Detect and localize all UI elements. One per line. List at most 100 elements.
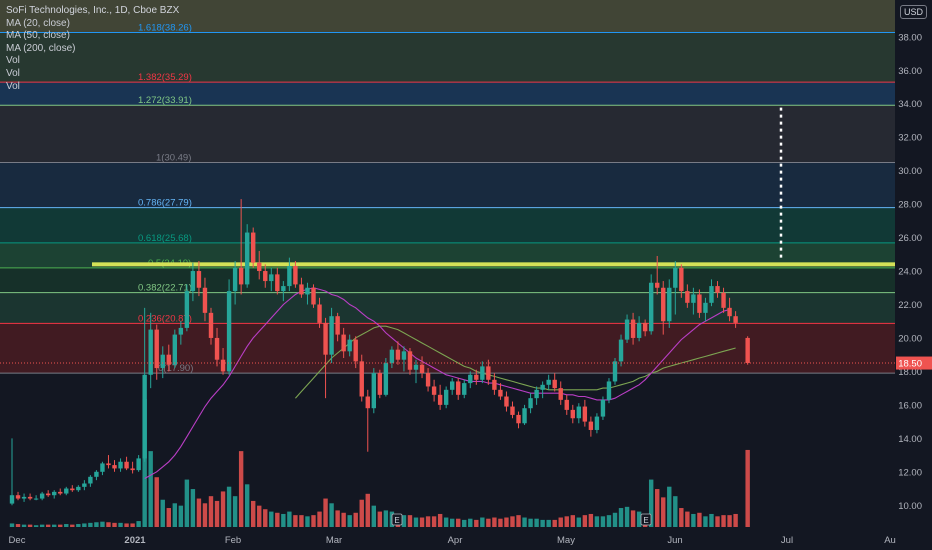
candle-body [667, 287, 672, 322]
candle [118, 458, 123, 472]
volume-bar [600, 516, 606, 527]
price-tick-label: 24.00 [898, 267, 922, 278]
candle-body [371, 373, 376, 409]
candle [220, 347, 226, 375]
candle-body [257, 262, 262, 272]
candle-body [504, 396, 509, 407]
volume-bar [727, 515, 732, 527]
volume-bar [15, 524, 21, 527]
indicator-vol-label[interactable]: Vol [6, 67, 20, 79]
candle-body [685, 291, 690, 303]
volume-bar [606, 515, 612, 527]
volume-bar [118, 522, 123, 527]
volume-bar [667, 486, 672, 527]
candle [148, 312, 153, 389]
candle-body [9, 495, 15, 504]
candle [630, 312, 636, 345]
candle [52, 490, 57, 499]
candle [697, 289, 702, 318]
candle-body [600, 399, 606, 417]
price-axis: 10.00 12.00 14.00 16.00 18.00 20.00 22.00 24.00… [895, 0, 932, 550]
candle [498, 383, 503, 400]
candle [600, 396, 606, 420]
symbol-title[interactable]: SoFi Technologies, Inc., 1D, Cboe BZX [6, 5, 180, 16]
candle-body [480, 366, 485, 380]
candle [733, 311, 738, 328]
volume-bar [136, 521, 141, 527]
candle-body [166, 354, 171, 365]
volume-bar [371, 505, 376, 527]
volume-bar [9, 523, 15, 527]
volume-bar [413, 517, 419, 527]
candle-body [190, 271, 196, 292]
volume-bars [9, 398, 750, 527]
time-tick-label: Jul [781, 535, 793, 546]
candle [317, 297, 322, 328]
fib-band [0, 323, 895, 374]
indicator-vol-label[interactable]: Vol [6, 55, 20, 67]
volume-bar [39, 524, 45, 527]
candle [510, 401, 515, 419]
volume-bar [323, 498, 328, 527]
candle [353, 336, 358, 369]
candle-body [624, 319, 630, 340]
volume-bar [148, 451, 153, 527]
candle [437, 384, 443, 410]
candle [389, 346, 395, 369]
indicator-ma50-label[interactable]: MA (50, close) [6, 30, 70, 42]
last-price-label: 18.50 [898, 359, 922, 370]
candle-body [691, 294, 696, 303]
volume-bar [52, 524, 57, 527]
candle-body [673, 267, 678, 288]
volume-bar [437, 513, 443, 527]
volume-bar [480, 517, 485, 527]
volume-bar [377, 511, 383, 527]
candlesticks [9, 199, 750, 506]
candle [9, 438, 15, 506]
volume-bar [516, 515, 521, 527]
candle [504, 391, 509, 412]
candle-body [136, 458, 141, 471]
candle [624, 314, 630, 343]
candle [528, 393, 533, 414]
volume-bar [510, 516, 515, 527]
time-tick-label: 2021 [124, 535, 146, 546]
fib-level-label: 1(30.49) [156, 152, 191, 163]
candle [468, 371, 473, 389]
candle-body [721, 292, 726, 308]
candle [709, 279, 714, 307]
candle [196, 260, 202, 297]
fib-level-label: 0.382(22.71) [138, 283, 192, 294]
candle-body [305, 287, 310, 295]
price-tick-label: 26.00 [898, 233, 922, 244]
candle-body [238, 267, 244, 285]
candle [311, 284, 316, 308]
indicator-ma20-label[interactable]: MA (20, close) [6, 17, 70, 29]
candle [480, 361, 485, 384]
candle [552, 373, 557, 392]
volume-bar [630, 510, 636, 527]
volume-bar [733, 513, 738, 527]
volume-bar [112, 522, 117, 527]
candle-body [160, 354, 165, 369]
indicator-ma200-label[interactable]: MA (200, close) [6, 42, 76, 54]
volume-bar [359, 499, 364, 527]
volume-bar [160, 499, 165, 527]
candle-body [612, 361, 618, 382]
indicator-vol-label[interactable]: Vol [6, 80, 20, 92]
candle [636, 316, 642, 342]
candle [112, 460, 117, 472]
candle [691, 287, 696, 315]
candle [202, 277, 208, 322]
candle-body [359, 361, 364, 397]
candle-body [39, 493, 45, 499]
currency-badge[interactable]: USD [899, 5, 927, 19]
candle-body [118, 461, 123, 469]
candle-body [419, 364, 425, 374]
volume-bar [612, 512, 618, 527]
volume-bar [190, 489, 196, 527]
volume-bar [498, 518, 503, 527]
time-tick-label: May [557, 535, 575, 546]
candle [299, 277, 304, 298]
